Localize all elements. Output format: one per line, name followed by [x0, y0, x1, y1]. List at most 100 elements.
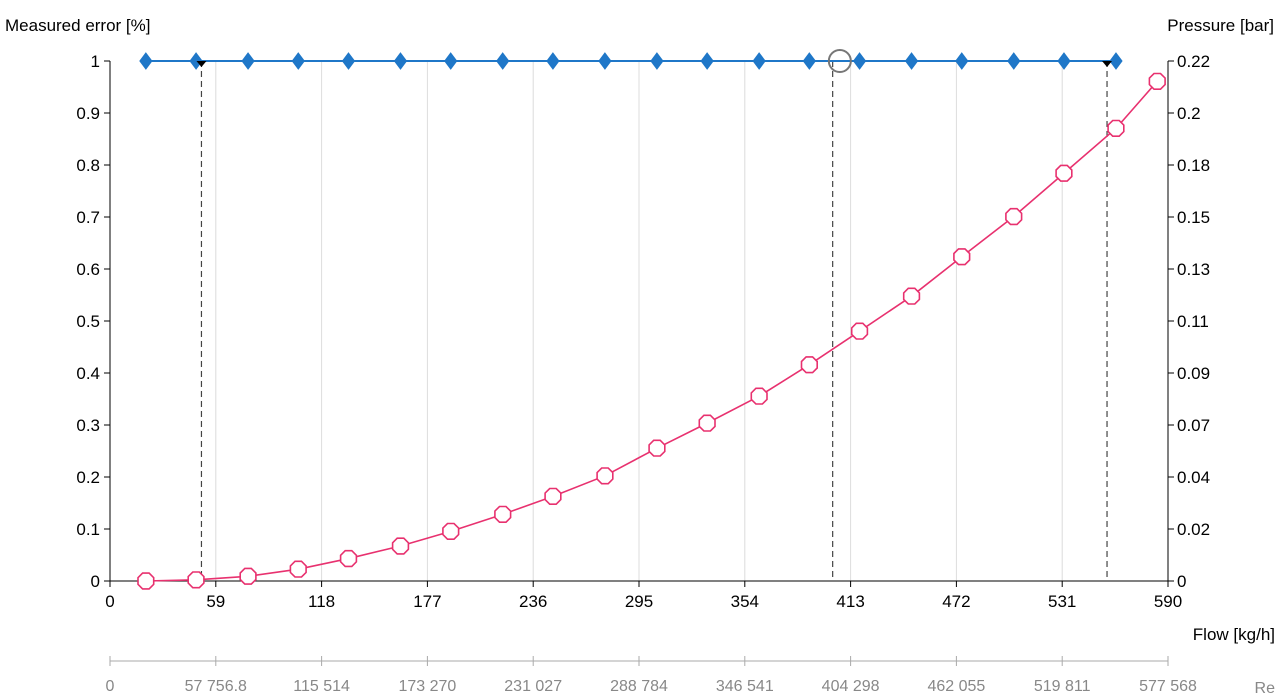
re-tick-label: 346 541	[716, 678, 774, 695]
pressure-point	[596, 467, 614, 485]
error-point	[139, 52, 153, 70]
pressure-point	[750, 387, 768, 405]
plot-axes	[104, 60, 1174, 587]
pressure-point	[800, 356, 819, 374]
re-tick-label: 231 027	[504, 678, 562, 695]
error-point	[393, 52, 408, 70]
x-axis-title: Flow [kg/h]	[1193, 625, 1275, 644]
re-tick-label: 519 811	[1034, 678, 1091, 695]
x-tick-label: 59	[206, 592, 225, 611]
y-left-tick-label: 0.2	[76, 468, 100, 487]
error-point	[189, 52, 203, 70]
re-tick-label: 115 514	[293, 678, 350, 695]
y-left-tick-label: 0.1	[76, 520, 100, 539]
re-axis: 0 57 756.8 115 514 173 270 231 027 288 784 346…	[106, 656, 1197, 695]
y-right-tick-labels: 0 0.02 0.04 0.07 0.09 0.11 0.13 0.15 0.18 0.2 0.22	[1177, 52, 1210, 591]
pressure-point	[648, 439, 666, 457]
re-tick-label: 173 270	[398, 678, 456, 695]
x-tick-label: 0	[105, 592, 114, 611]
y-left-tick-label: 1	[91, 52, 100, 71]
error-point	[546, 52, 560, 70]
y-left-tick-label: 0.7	[76, 208, 100, 227]
error-point	[904, 52, 919, 70]
error-point	[1057, 52, 1071, 70]
pressure-point	[850, 322, 869, 340]
x-tick-label: 295	[625, 592, 653, 611]
error-point	[802, 52, 816, 70]
x-tick-label: 531	[1048, 592, 1076, 611]
y-right-axis-title: Pressure [bar]	[1167, 16, 1274, 35]
x-tick-label: 472	[942, 592, 970, 611]
re-axis-title: Re	[1255, 680, 1276, 697]
vertical-grid	[215, 61, 1169, 581]
y-right-tick-label: 0.07	[1177, 416, 1210, 435]
error-point	[852, 52, 867, 70]
pressure-point	[902, 287, 921, 305]
pressure-point	[391, 537, 410, 555]
pressure-point	[953, 248, 971, 266]
y-right-tick-label: 0.13	[1177, 260, 1210, 279]
marker-wedge	[196, 61, 207, 67]
y-right-tick-label: 0	[1177, 572, 1186, 591]
series-pressure	[137, 72, 1166, 590]
error-point	[752, 52, 766, 70]
y-right-tick-label: 0.02	[1177, 520, 1210, 539]
error-point	[241, 52, 255, 70]
error-point	[1109, 52, 1123, 70]
pressure-point	[1005, 207, 1023, 226]
pressure-point	[1055, 164, 1073, 182]
re-tick-label: 577 568	[1139, 678, 1197, 695]
re-tick-label: 462 055	[927, 678, 985, 695]
y-left-tick-label: 0.8	[76, 156, 100, 175]
y-right-tick-label: 0.18	[1177, 156, 1210, 175]
pressure-point	[339, 549, 358, 568]
y-right-tick-label: 0.15	[1177, 208, 1210, 227]
pressure-point	[698, 414, 716, 432]
error-point	[1007, 52, 1021, 70]
pressure-point	[239, 567, 257, 585]
y-left-tick-label: 0	[91, 572, 100, 591]
pressure-point	[1107, 119, 1125, 137]
error-point	[496, 52, 510, 70]
re-tick-label: 0	[106, 678, 115, 695]
pressure-point	[187, 571, 205, 589]
x-tick-label: 177	[413, 592, 441, 611]
y-left-tick-label: 0.6	[76, 260, 100, 279]
x-tick-label: 236	[519, 592, 547, 611]
re-tick-label: 404 298	[822, 678, 880, 695]
y-right-tick-label: 0.2	[1177, 104, 1201, 123]
pressure-point	[289, 560, 307, 578]
error-point	[291, 52, 305, 70]
y-left-tick-labels: 0 0.1 0.2 0.3 0.4 0.5 0.6 0.7 0.8 0.9 1	[76, 52, 100, 591]
cursor-circle	[827, 49, 852, 73]
cursor-layer	[827, 49, 852, 73]
marker-wedge	[1102, 61, 1113, 67]
error-point	[700, 52, 714, 70]
y-right-tick-label: 0.04	[1177, 468, 1210, 487]
error-point	[650, 52, 664, 70]
error-point	[444, 52, 458, 70]
y-right-tick-label: 0.09	[1177, 364, 1210, 383]
x-tick-label: 118	[308, 592, 335, 611]
pressure-point	[544, 487, 562, 506]
x-tick-label: 590	[1154, 592, 1182, 611]
y-left-axis-title: Measured error [%]	[5, 16, 151, 35]
x-tick-label: 413	[836, 592, 864, 611]
pressure-point	[1148, 72, 1166, 90]
pressure-point	[442, 522, 460, 541]
y-left-tick-label: 0.9	[76, 104, 100, 123]
error-point	[955, 52, 969, 70]
re-tick-label: 288 784	[610, 678, 668, 695]
y-left-tick-label: 0.3	[76, 416, 100, 435]
error-point	[341, 52, 356, 70]
pressure-point	[137, 572, 155, 590]
y-left-tick-label: 0.4	[76, 364, 100, 383]
y-left-tick-label: 0.5	[76, 312, 100, 331]
pressure-point	[494, 505, 512, 524]
series-error	[139, 52, 1123, 70]
re-tick-label: 57 756.8	[185, 678, 247, 695]
pressure-line	[145, 80, 1158, 582]
x-tick-labels: 0 59 118 177 236 295 354 413 472 531 590	[105, 592, 1182, 611]
error-point	[598, 52, 612, 70]
